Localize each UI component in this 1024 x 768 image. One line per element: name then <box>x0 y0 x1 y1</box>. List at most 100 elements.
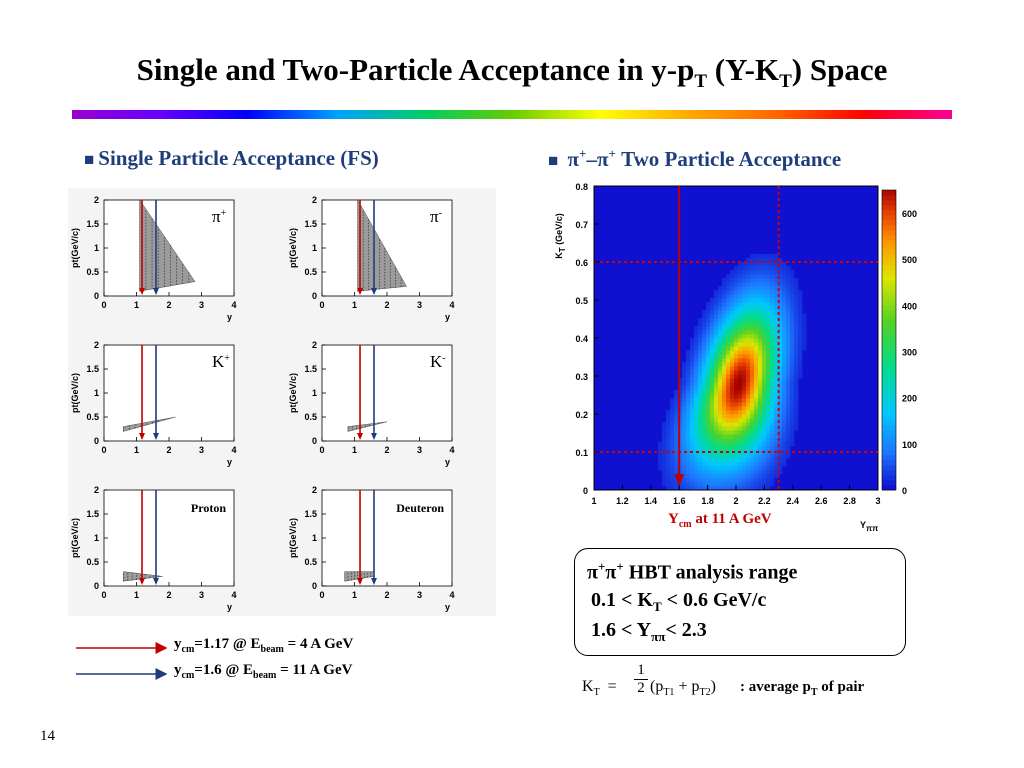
heatmap-cell <box>670 430 675 435</box>
heatmap-cell <box>706 330 711 335</box>
heatmap-cell <box>750 294 755 299</box>
heatmap-cell <box>782 438 787 443</box>
heatmap-cell <box>694 414 699 419</box>
heatmap-cell <box>790 402 795 407</box>
heatmap-cell <box>782 270 787 275</box>
heatmap-cell <box>686 470 691 475</box>
heatmap-cell <box>718 438 723 443</box>
heatmap-cell <box>670 442 675 447</box>
heatmap-cell <box>738 274 743 279</box>
heatmap-cell <box>722 434 727 439</box>
heatmap-cell <box>698 326 703 331</box>
heatmap-cell <box>710 342 715 347</box>
heatmap-cell <box>774 438 779 443</box>
heatmap-cell <box>754 442 759 447</box>
heatmap-cell <box>710 458 715 463</box>
heatmap-cell <box>706 314 711 319</box>
heatmap-cell <box>694 482 699 487</box>
heatmap-cell <box>742 282 747 287</box>
heatmap-cell <box>778 446 783 451</box>
heatmap-cell <box>722 310 727 315</box>
y-tick-label: 1.5 <box>86 219 99 229</box>
heatmap-cell <box>754 430 759 435</box>
heatmap-cell <box>726 474 731 479</box>
heatmap-cell <box>690 410 695 415</box>
heatmap-cell <box>722 418 727 423</box>
heat-y-tick-label: 0.3 <box>575 372 588 382</box>
heatmap-cell <box>702 414 707 419</box>
heatmap-cell <box>714 294 719 299</box>
heatmap-cell <box>738 270 743 275</box>
heatmap-cell <box>754 350 759 355</box>
heatmap-cell <box>758 294 763 299</box>
color-scale-cell <box>882 295 896 301</box>
heatmap-cell <box>782 282 787 287</box>
heatmap-cell <box>674 458 679 463</box>
heatmap-cell <box>786 454 791 459</box>
heatmap-cell <box>662 442 667 447</box>
heatmap-cell <box>670 438 675 443</box>
heatmap-cell <box>698 430 703 435</box>
heatmap-cell <box>798 298 803 303</box>
heatmap-cell <box>766 322 771 327</box>
heatmap-cell <box>702 470 707 475</box>
heatmap-cell <box>702 434 707 439</box>
heatmap-cell <box>738 358 743 363</box>
heatmap-cell <box>738 414 743 419</box>
heatmap-cell <box>790 422 795 427</box>
heatmap-cell <box>766 422 771 427</box>
heatmap-cell <box>722 350 727 355</box>
heatmap-cell <box>674 466 679 471</box>
hbt-line-1: π+π+ HBT analysis range <box>587 559 798 584</box>
heatmap-cell <box>698 374 703 379</box>
color-scale-cell <box>882 310 896 316</box>
heatmap-cell <box>758 338 763 343</box>
heatmap-cell <box>778 342 783 347</box>
heatmap-cell <box>726 414 731 419</box>
heatmap-cell <box>782 374 787 379</box>
heatmap-cell <box>770 266 775 271</box>
heatmap-cell <box>714 470 719 475</box>
heatmap-cell <box>750 298 755 303</box>
heatmap-cell <box>750 322 755 327</box>
color-scale-cell <box>882 405 896 411</box>
heatmap-cell <box>754 438 759 443</box>
heatmap-cell <box>686 362 691 367</box>
heatmap-cell <box>742 426 747 431</box>
heatmap-cell <box>714 386 719 391</box>
heatmap-cell <box>686 466 691 471</box>
heatmap-cell <box>694 486 699 491</box>
heatmap-cell <box>782 398 787 403</box>
heatmap-cell <box>770 442 775 447</box>
heatmap-cell <box>722 378 727 383</box>
heatmap-svg: 1 1.2 1.4 1.6 1.8 2 2.2 2.4 2.6 2.8 300.10.20.30.4… <box>554 182 917 533</box>
heatmap-cell <box>786 386 791 391</box>
heatmap-cell <box>714 302 719 307</box>
heatmap-cell <box>762 310 767 315</box>
heatmap-cell <box>722 366 727 371</box>
heatmap-cell <box>730 326 735 331</box>
heatmap-cell <box>794 310 799 315</box>
heatmap-cell <box>794 414 799 419</box>
heatmap-cell <box>774 406 779 411</box>
heatmap-cell <box>794 338 799 343</box>
heatmap-cell <box>778 286 783 291</box>
heatmap-cell <box>746 342 751 347</box>
heatmap-cell <box>778 414 783 419</box>
heatmap-cell <box>758 310 763 315</box>
heatmap-cell <box>774 422 779 427</box>
heatmap-cell <box>738 330 743 335</box>
heatmap-cell <box>742 382 747 387</box>
heatmap-cell <box>690 478 695 483</box>
heatmap-cell <box>774 270 779 275</box>
color-scale-cell <box>882 435 896 441</box>
heatmap-cell <box>746 338 751 343</box>
color-scale-cell <box>882 275 896 281</box>
x-tick-label: 3 <box>417 300 422 310</box>
heatmap-cell <box>786 286 791 291</box>
heatmap-cell <box>786 382 791 387</box>
heatmap-cell <box>762 298 767 303</box>
heatmap-cell <box>766 274 771 279</box>
heatmap-cell <box>782 422 787 427</box>
heatmap-cell <box>686 386 691 391</box>
